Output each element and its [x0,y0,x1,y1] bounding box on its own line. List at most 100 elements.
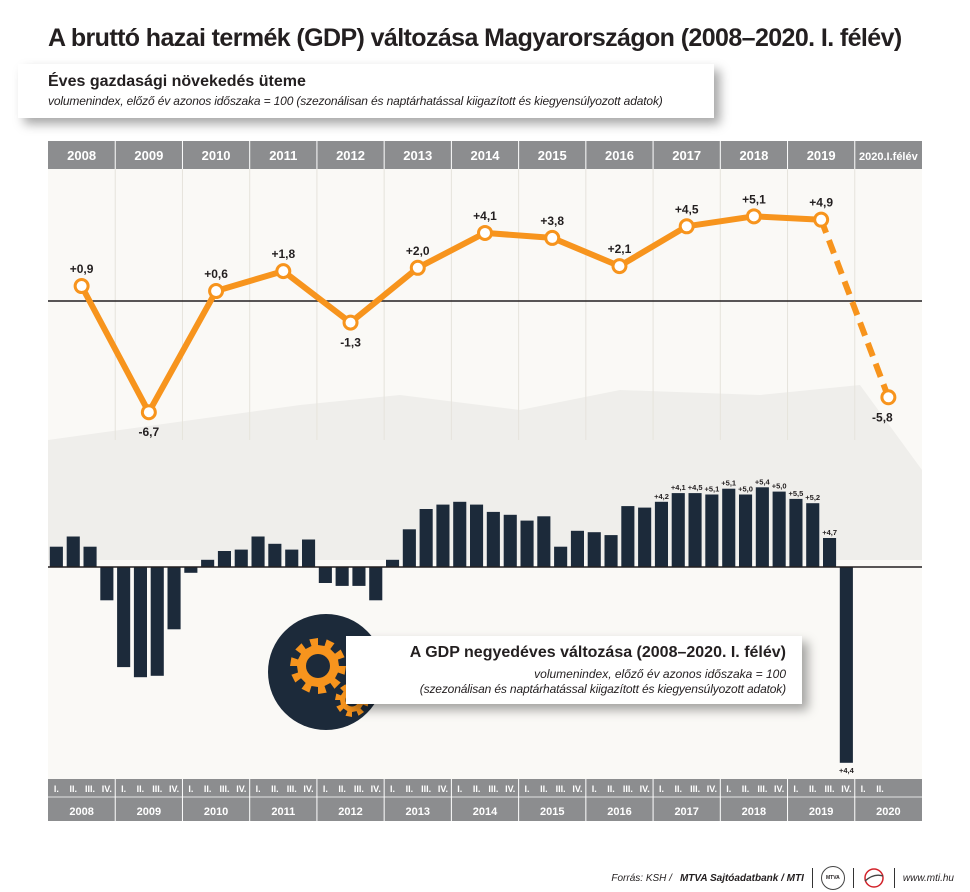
quarterly-bar [638,507,652,567]
annual-growth-line [78,213,825,416]
quarterly-bar [453,501,467,568]
year-header-label: 2008 [67,148,96,163]
quarterly-bar-label: +5,4 [755,477,771,486]
annual-panel-heading: Éves gazdasági növekedés üteme [48,73,306,90]
quarterly-bar [755,487,769,568]
source-footer: Forrás: KSH / MTVA Sajtóadatbank / MTI M… [611,866,954,890]
year-header-label: 2017 [672,148,701,163]
quarterly-bar [587,532,601,567]
quarterly-bar [386,559,400,568]
quarter-axis-label: I. [525,784,530,794]
quarter-axis-label: II. [69,784,77,794]
year-header-band [48,141,922,169]
year-axis-label: 2017 [674,806,698,818]
quarterly-bar [150,567,164,676]
quarter-axis-label: IV. [236,784,246,794]
quarter-axis-label: II. [338,784,346,794]
year-header-label: 2016 [605,148,634,163]
quarter-axis-label: IV. [303,784,313,794]
page-title: A bruttó hazai termék (GDP) változása Ma… [48,24,902,52]
quarter-axis-label: II. [876,784,884,794]
quarterly-bar [335,567,349,586]
quarterly-bar [352,567,366,586]
quarter-axis-label: II. [204,784,212,794]
year-axis-label: 2008 [69,806,93,818]
quarter-axis-label: II. [607,784,615,794]
quarterly-bar-label: +4,5 [688,483,703,492]
quarterly-bar [823,538,837,567]
annual-point-label: +0,9 [70,262,94,276]
year-axis-label: 2011 [271,806,295,818]
quarterly-bar [554,546,568,567]
quarterly-bar [570,530,584,568]
quarterly-bar [688,493,702,567]
year-header-label: 2020.I.félév [859,151,919,163]
quarter-axis-label: I. [861,784,866,794]
year-header-label: 2012 [336,148,365,163]
quarterly-bar [234,549,248,567]
quarter-axis-label: I. [323,784,328,794]
quarter-axis-label: III. [85,784,95,794]
annual-point [140,404,157,421]
quarterly-bar-label: +5,0 [738,485,753,494]
year-axis-label: 2015 [540,806,564,818]
quarterly-bar [839,567,853,763]
quarterly-bar [302,539,316,567]
background-silhouette [48,385,922,560]
quarter-axis-label: III. [488,784,498,794]
quarter-axis-label: IV. [438,784,448,794]
quarterly-bar [167,567,181,630]
annual-point [611,258,628,275]
quarterly-bar [318,567,332,583]
quarterly-panel-label: A GDP negyedéves változása (2008–2020. I… [346,636,802,704]
quarterly-bar [100,567,114,601]
quarterly-bar [739,494,753,567]
annual-point [745,208,762,225]
quarter-axis-label: IV. [841,784,851,794]
annual-point-label: +0,6 [204,267,228,281]
quarterly-bar [83,546,97,567]
annual-point [813,211,830,228]
annual-point-label: +2,1 [608,242,632,256]
quarter-axis-label: III. [287,784,297,794]
year-axis-label: 2013 [406,806,430,818]
annual-panel-subheading: volumenindex, előző év azonos időszaka =… [48,94,663,108]
quarterly-bar-label: +5,2 [805,493,820,502]
quarter-axis-label: III. [152,784,162,794]
annual-point [477,224,493,241]
year-header-label: 2019 [807,148,836,163]
footer-divider [893,868,895,888]
quarter-axis-label: IV. [640,784,650,794]
year-axis-label: 2012 [338,806,362,818]
quarterly-bar-label: +4,4 [839,766,855,775]
year-axis-label: 2010 [204,806,228,818]
annual-point [409,259,426,276]
annual-point-label: +4,9 [809,196,833,210]
year-header-label: 2015 [538,148,567,163]
quarterly-bar [654,501,668,568]
quarterly-bar [470,504,484,567]
quarter-axis-label: I. [659,784,664,794]
quarterly-panel-subheading-2: (szezonálisan és naptárhatással kiigazít… [419,682,786,696]
quarter-axis-label: III. [219,784,229,794]
annual-point-label: +2,0 [406,244,430,258]
quarterly-bar [251,536,265,567]
annual-point [73,278,90,295]
annual-point [544,229,561,246]
quarterly-bar [402,529,416,567]
quarter-axis-label: III. [757,784,767,794]
mtva-logo-icon: MTVA [820,866,845,890]
quarter-axis-label: I. [256,784,261,794]
annual-point-label: -5,8 [872,410,893,424]
quarterly-panel-subheading-1: volumenindex, előző év azonos időszaka =… [534,667,786,681]
quarter-axis-label: II. [809,784,817,794]
quarter-axis-label: IV. [371,784,381,794]
quarter-axis-label: II. [675,784,683,794]
quarter-axis-label: II. [540,784,548,794]
footer-divider [852,868,854,888]
quarter-axis-label: III. [421,784,431,794]
quarter-axis-label: I. [592,784,597,794]
quarter-axis-label: III. [354,784,364,794]
year-header-label: 2009 [134,148,163,163]
